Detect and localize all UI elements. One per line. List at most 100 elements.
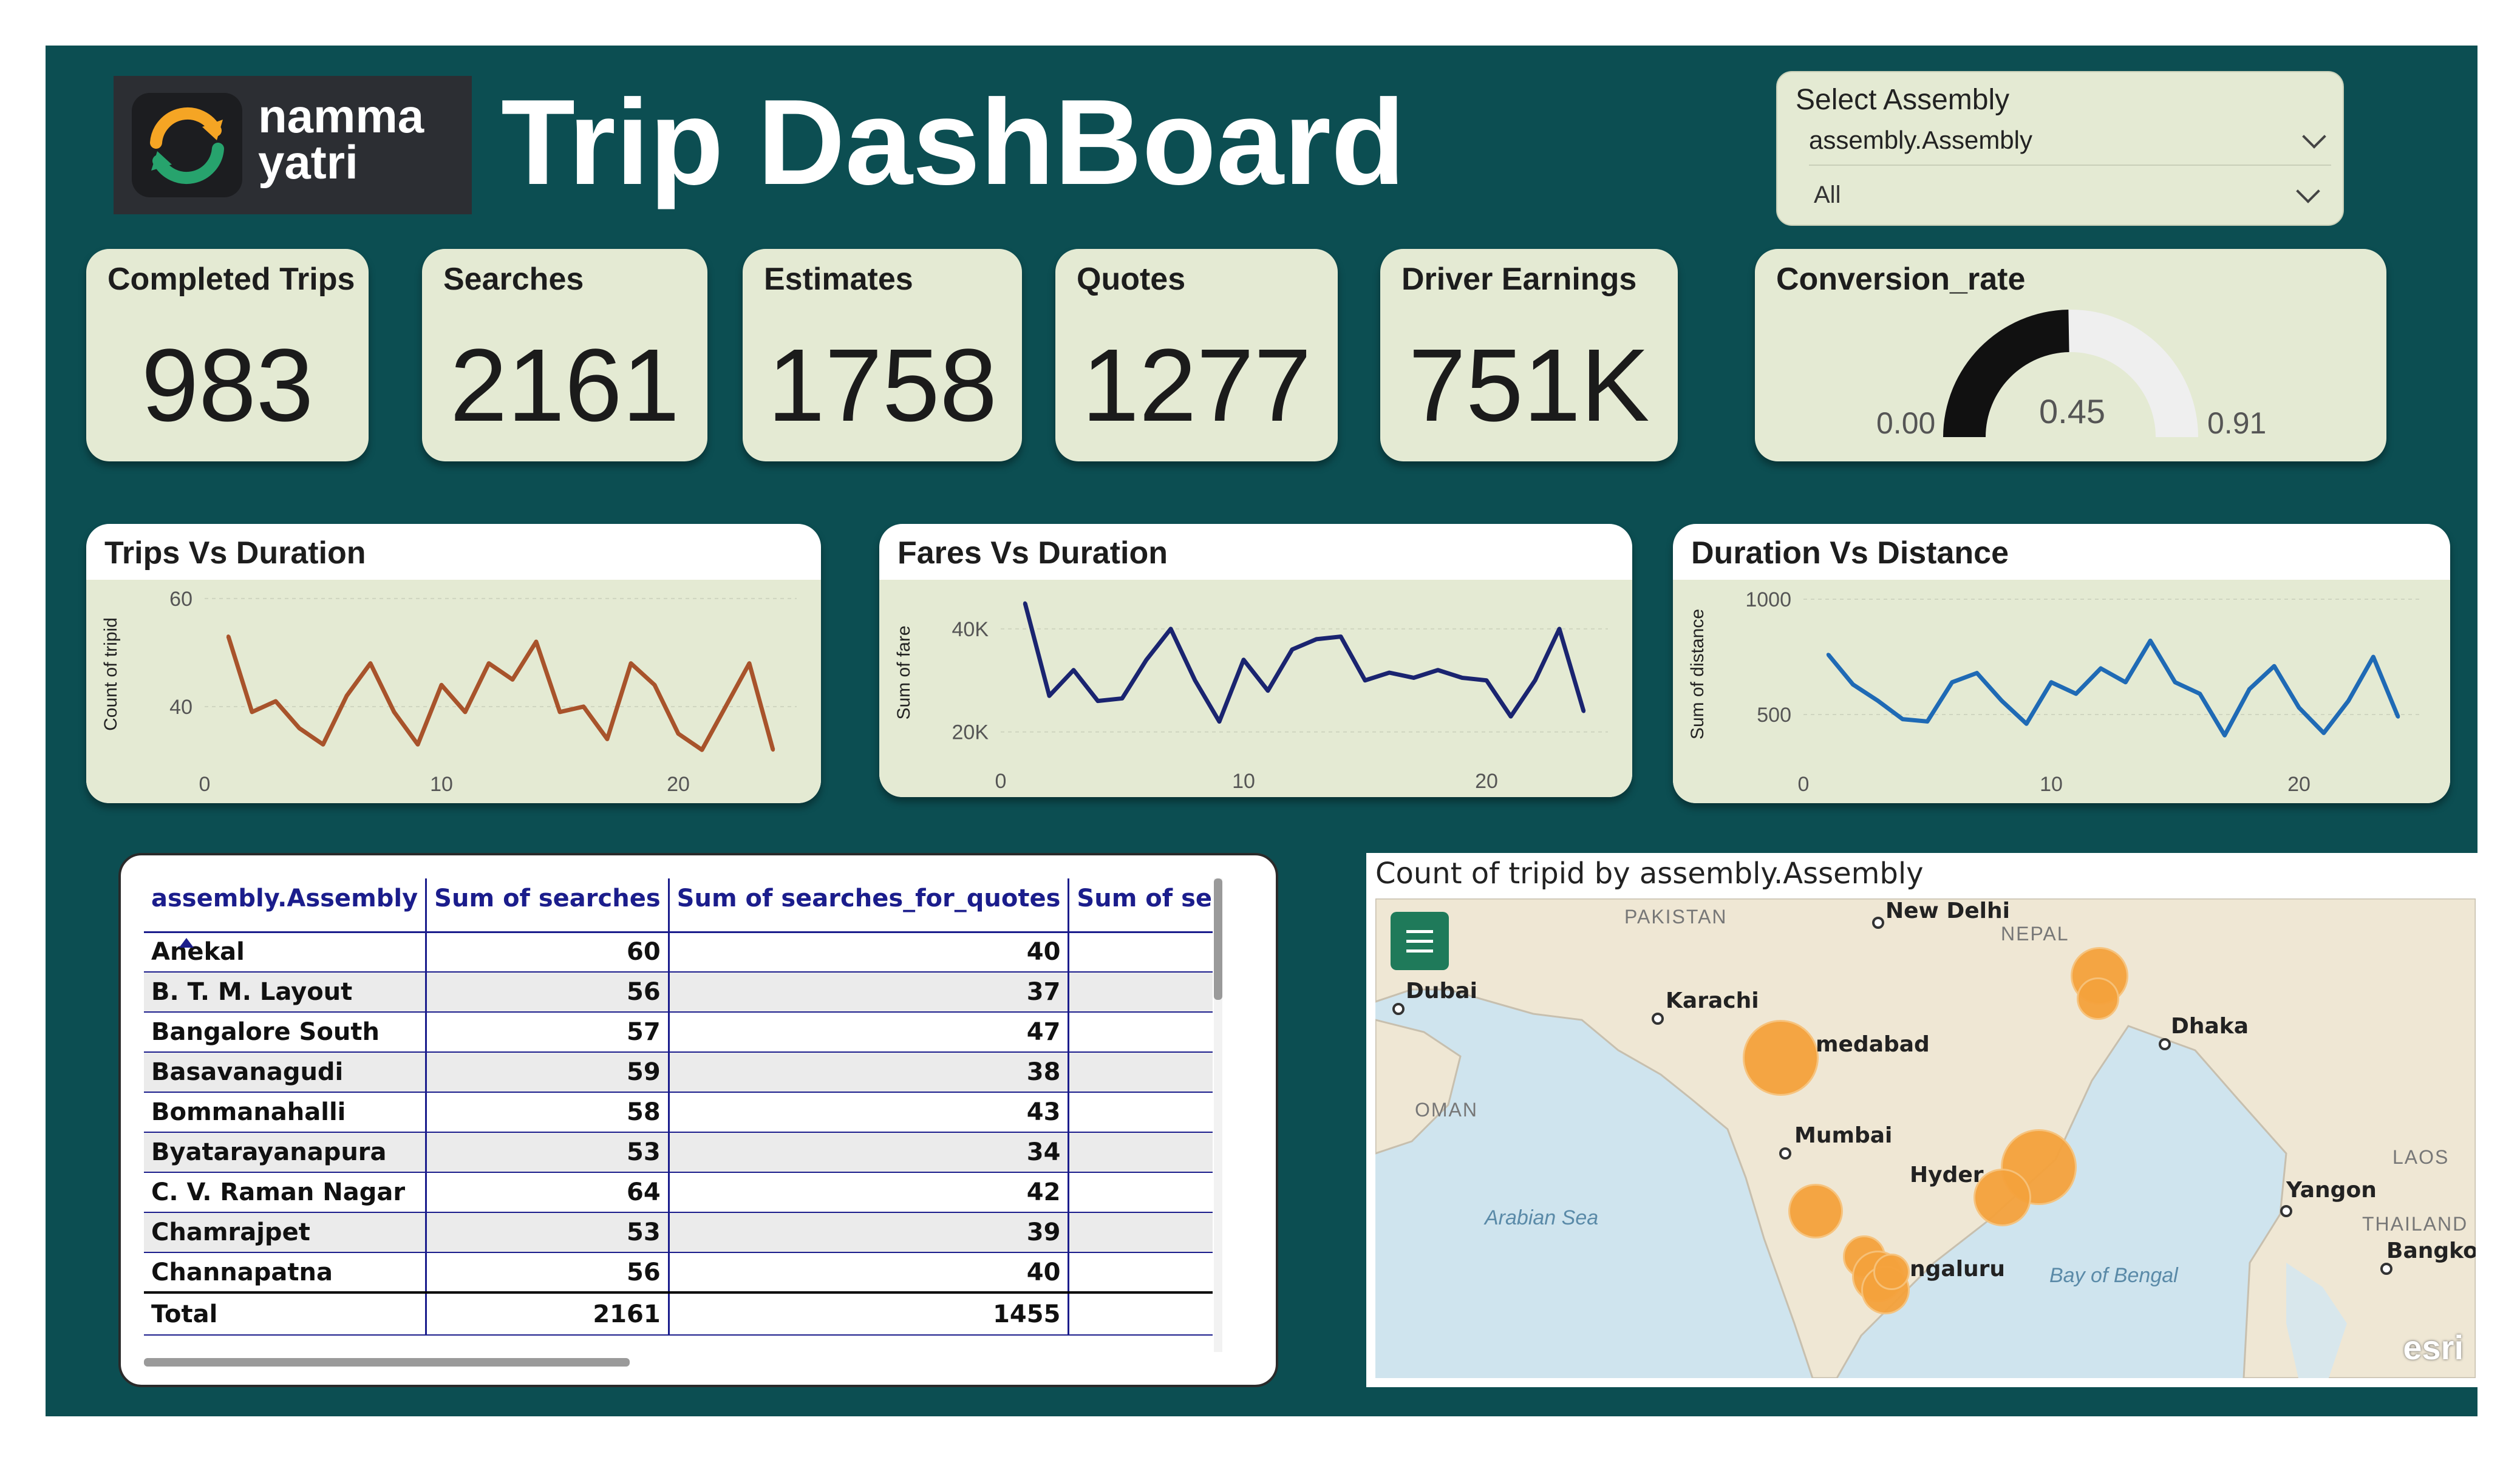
cell-empty (1068, 1092, 1213, 1133)
gauge-min-label: 0.00 (1876, 406, 1936, 440)
city-marker (1779, 1147, 1791, 1160)
cell-total-searches: 2161 (426, 1291, 670, 1336)
sort-ascending-icon[interactable] (179, 938, 194, 948)
slicer-field[interactable]: assembly.Assembly (1809, 126, 2032, 154)
city-label: Yangon (2286, 1178, 2377, 1203)
data-point (2173, 680, 2177, 684)
map-country-label: PAKISTAN (1624, 906, 1728, 928)
chart-duration-vs-distance: Duration Vs Distance Sum of distance 1000… (1673, 524, 2450, 803)
data-point (1072, 668, 1075, 672)
col-header-searches-for-quotes[interactable]: Sum of searches_for_quotes (669, 878, 1070, 933)
kpi-completed-trips: Completed Trips 983 (86, 249, 369, 461)
data-point (1509, 715, 1513, 719)
fares-line-chart: Sum of fare 40K 20K 0 10 20 (894, 601, 1608, 793)
city-marker (1392, 1003, 1405, 1015)
kpi-quotes: Quotes 1277 (1055, 249, 1338, 461)
chevron-down-icon[interactable] (2302, 124, 2326, 149)
city-label: Karachi (1666, 988, 1759, 1013)
cell-empty (1068, 1252, 1213, 1293)
map-menu-icon[interactable] (1391, 912, 1449, 970)
map-bubble[interactable] (1788, 1184, 1843, 1238)
data-point (1558, 627, 1561, 631)
map-bubble[interactable] (1873, 1254, 1910, 1290)
map-bubble[interactable] (1743, 1020, 1819, 1096)
table-row[interactable]: Bommanahalli 58 43 (144, 1092, 1213, 1133)
kpi-conversion-rate: Conversion_rate 0.00 0.45 0.91 (1755, 249, 2386, 461)
city-label: Dhaka (2171, 1014, 2249, 1039)
dropdown-chevron-icon[interactable] (2296, 179, 2320, 203)
data-point (511, 678, 514, 682)
table-row[interactable]: B. T. M. Layout 56 37 (144, 972, 1213, 1013)
scrollbar-thumb[interactable] (1214, 878, 1222, 1000)
data-point (2025, 722, 2029, 726)
data-point (1460, 676, 1464, 680)
cell-searches: 57 (426, 1012, 670, 1053)
kpi-value: 751K (1408, 328, 1650, 443)
cell-quotes: 43 (669, 1092, 1070, 1133)
data-point (487, 661, 491, 665)
city-marker (2159, 1038, 2171, 1050)
table-row[interactable]: Bangalore South 57 47 (144, 1012, 1213, 1053)
table-total-row: Total 2161 1455 (144, 1291, 1213, 1336)
y-axis-title: Sum of distance (1687, 609, 1708, 739)
cell-quotes: 47 (669, 1012, 1070, 1053)
data-point (2198, 691, 2202, 696)
y-tick-label: 60 (169, 588, 192, 611)
data-point (1363, 678, 1367, 682)
plot-area (879, 580, 1632, 797)
city-label: ngaluru (1910, 1257, 2006, 1282)
city-marker (2280, 1205, 2292, 1217)
table-header-row: assembly.Assembly Sum of searches Sum of… (144, 878, 1213, 933)
kpi-driver-earnings: Driver Earnings 751K (1380, 249, 1678, 461)
data-point (1339, 634, 1343, 639)
cell-assembly: C. V. Raman Nagar (144, 1172, 427, 1213)
table-row[interactable]: Byatarayanapura 53 34 (144, 1132, 1213, 1173)
cell-searches: 58 (426, 1092, 670, 1133)
table-row[interactable]: Channapatna 56 40 (144, 1252, 1213, 1293)
slicer-label: Select Assembly (1796, 84, 2010, 116)
data-point (1950, 680, 1954, 684)
gauge-value-label: 0.45 (2039, 392, 2105, 430)
slicer-value[interactable]: All (1814, 182, 1841, 208)
kpi-label: Completed Trips (107, 262, 355, 297)
vertical-scrollbar[interactable] (1214, 878, 1222, 1352)
plot-area (1673, 580, 2450, 803)
data-point (605, 737, 609, 741)
data-point (2272, 664, 2277, 668)
table-row[interactable]: Chamrajpet 53 39 (144, 1212, 1213, 1253)
data-point (2099, 667, 2103, 670)
map-bubble[interactable] (2077, 977, 2119, 1020)
data-point (2123, 680, 2128, 684)
data-point (2049, 680, 2053, 684)
esri-logo: esri (2403, 1328, 2464, 1367)
data-point (724, 704, 727, 708)
table-row[interactable]: Basavanagudi 59 38 (144, 1052, 1213, 1093)
cell-empty (1068, 1052, 1213, 1093)
gauge-max-label: 0.91 (2207, 406, 2267, 440)
data-point (1412, 676, 1415, 680)
horizontal-scrollbar[interactable] (144, 1358, 1213, 1367)
chart-title: Trips Vs Duration (104, 535, 366, 571)
cell-quotes: 34 (669, 1132, 1070, 1173)
cell-quotes: 39 (669, 1212, 1070, 1253)
kpi-label: Quotes (1077, 262, 1186, 297)
cell-quotes: 37 (669, 972, 1070, 1013)
col-header-searches[interactable]: Sum of searches (426, 878, 670, 933)
assembly-table: assembly.Assembly Sum of searches Sum of… (144, 878, 1213, 1336)
col-header-searches-g[interactable]: Sum of searches_g (1068, 878, 1213, 933)
x-tick-label: 20 (667, 773, 690, 796)
bubble-map[interactable]: PAKISTAN NEPAL OMAN LAOS THAILAND Arabia… (1375, 898, 2476, 1378)
cell-searches: 53 (426, 1132, 670, 1173)
city-marker (1652, 1013, 1664, 1025)
scrollbar-thumb[interactable] (144, 1358, 630, 1367)
cell-assembly: Byatarayanapura (144, 1132, 427, 1173)
city-label: Dubai (1406, 979, 1477, 1004)
table-row[interactable]: Anekal 60 40 (144, 932, 1213, 973)
logo-word-1: namma (258, 89, 424, 143)
table-row[interactable]: C. V. Raman Nagar 64 42 (144, 1172, 1213, 1213)
city-label: New Delhi (1885, 898, 2010, 923)
table-viewport[interactable]: assembly.Assembly Sum of searches Sum of… (144, 878, 1213, 1352)
map-bubble[interactable] (1973, 1169, 2031, 1226)
col-header-assembly[interactable]: assembly.Assembly (144, 878, 427, 933)
assembly-slicer[interactable]: Select Assembly assembly.Assembly All (1776, 71, 2344, 226)
